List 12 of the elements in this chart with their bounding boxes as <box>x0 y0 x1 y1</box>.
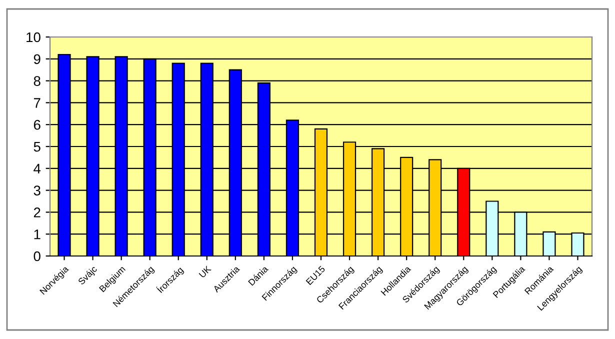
y-tick-label: 9 <box>34 54 40 64</box>
x-tick-label: UK <box>198 265 212 278</box>
y-tick-label: 1 <box>34 230 40 240</box>
y-tick-label: 8 <box>34 76 40 86</box>
y-tick-label: 3 <box>34 186 40 196</box>
y-tick-label: 5 <box>34 142 40 152</box>
y-tick-label: 0 <box>34 251 40 262</box>
y-tick-label: 2 <box>34 208 40 218</box>
y-tick-label: 7 <box>34 98 40 108</box>
y-tick-label: 6 <box>34 120 40 130</box>
y-tick-label: 10 <box>26 32 40 42</box>
y-tick-label: 4 <box>34 164 41 174</box>
